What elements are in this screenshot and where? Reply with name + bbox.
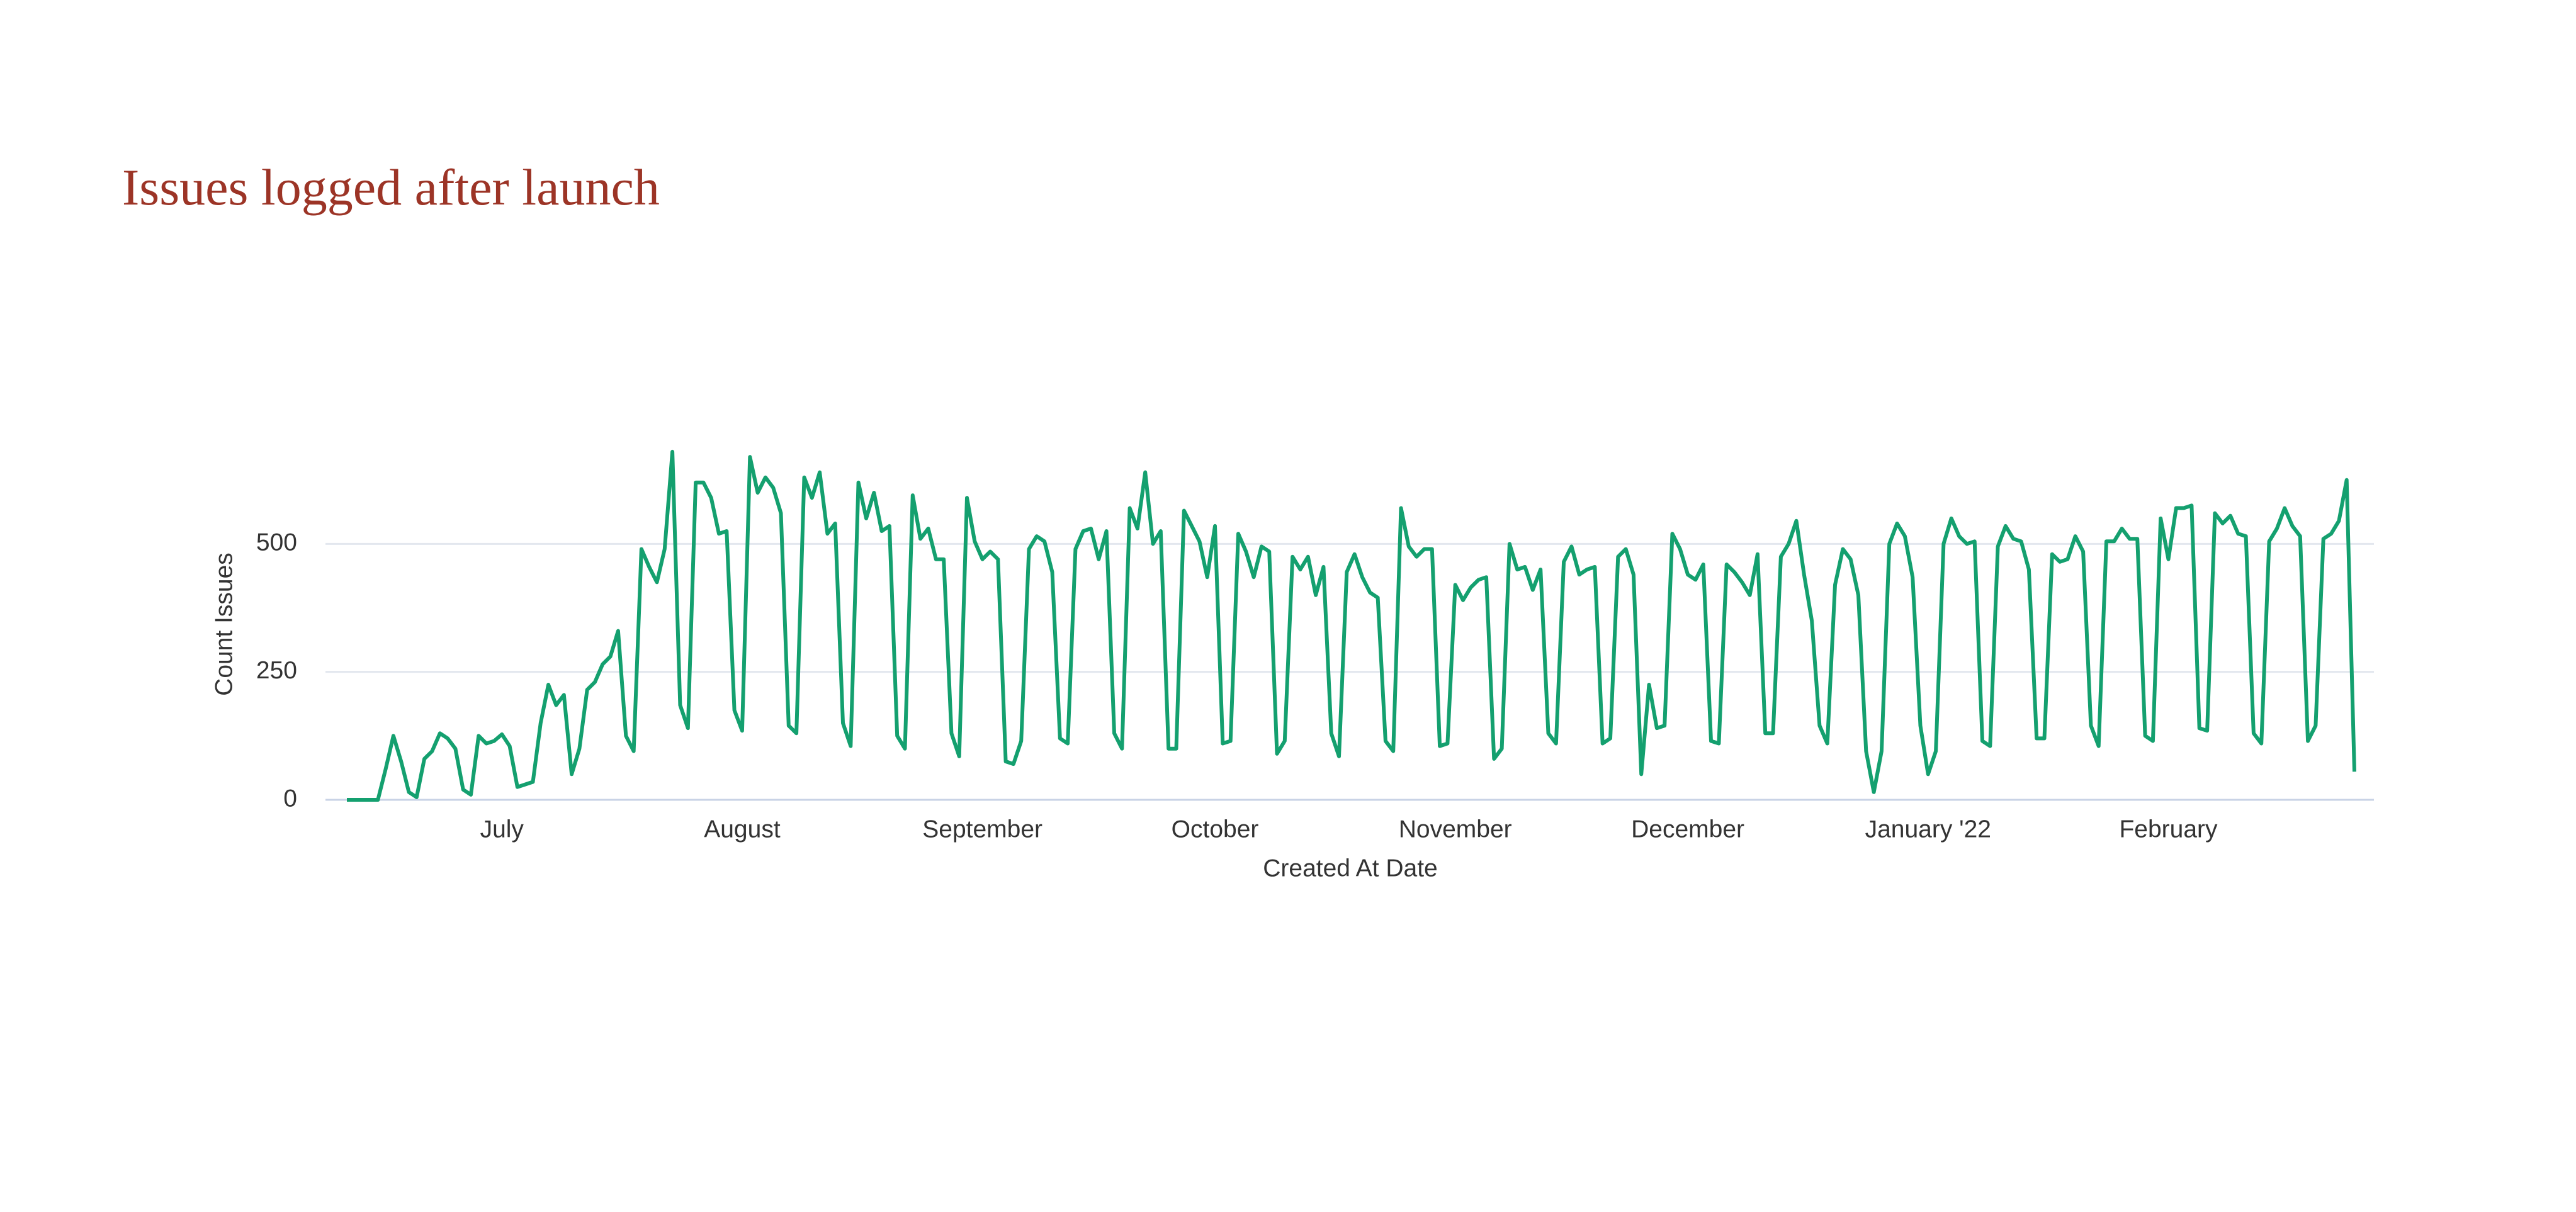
chart-title: Issues logged after launch — [122, 159, 660, 216]
x-tick-label: September — [922, 816, 1042, 843]
x-tick-label: July — [480, 816, 524, 843]
y-tick-label: 0 — [283, 785, 297, 812]
data-line — [347, 449, 2356, 802]
x-tick-label: October — [1172, 816, 1259, 843]
x-tick-label: January '22 — [1865, 816, 1991, 843]
x-axis-title: Created At Date — [1263, 855, 1438, 882]
x-tick-label: February — [2119, 816, 2218, 843]
x-tick-label: December — [1631, 816, 1744, 843]
y-tick-label: 500 — [256, 529, 297, 556]
x-tick-label: November — [1399, 816, 1512, 843]
y-tick-label: 250 — [256, 657, 297, 684]
x-tick-label: August — [704, 816, 781, 843]
y-axis-title: Count Issues — [210, 553, 237, 696]
